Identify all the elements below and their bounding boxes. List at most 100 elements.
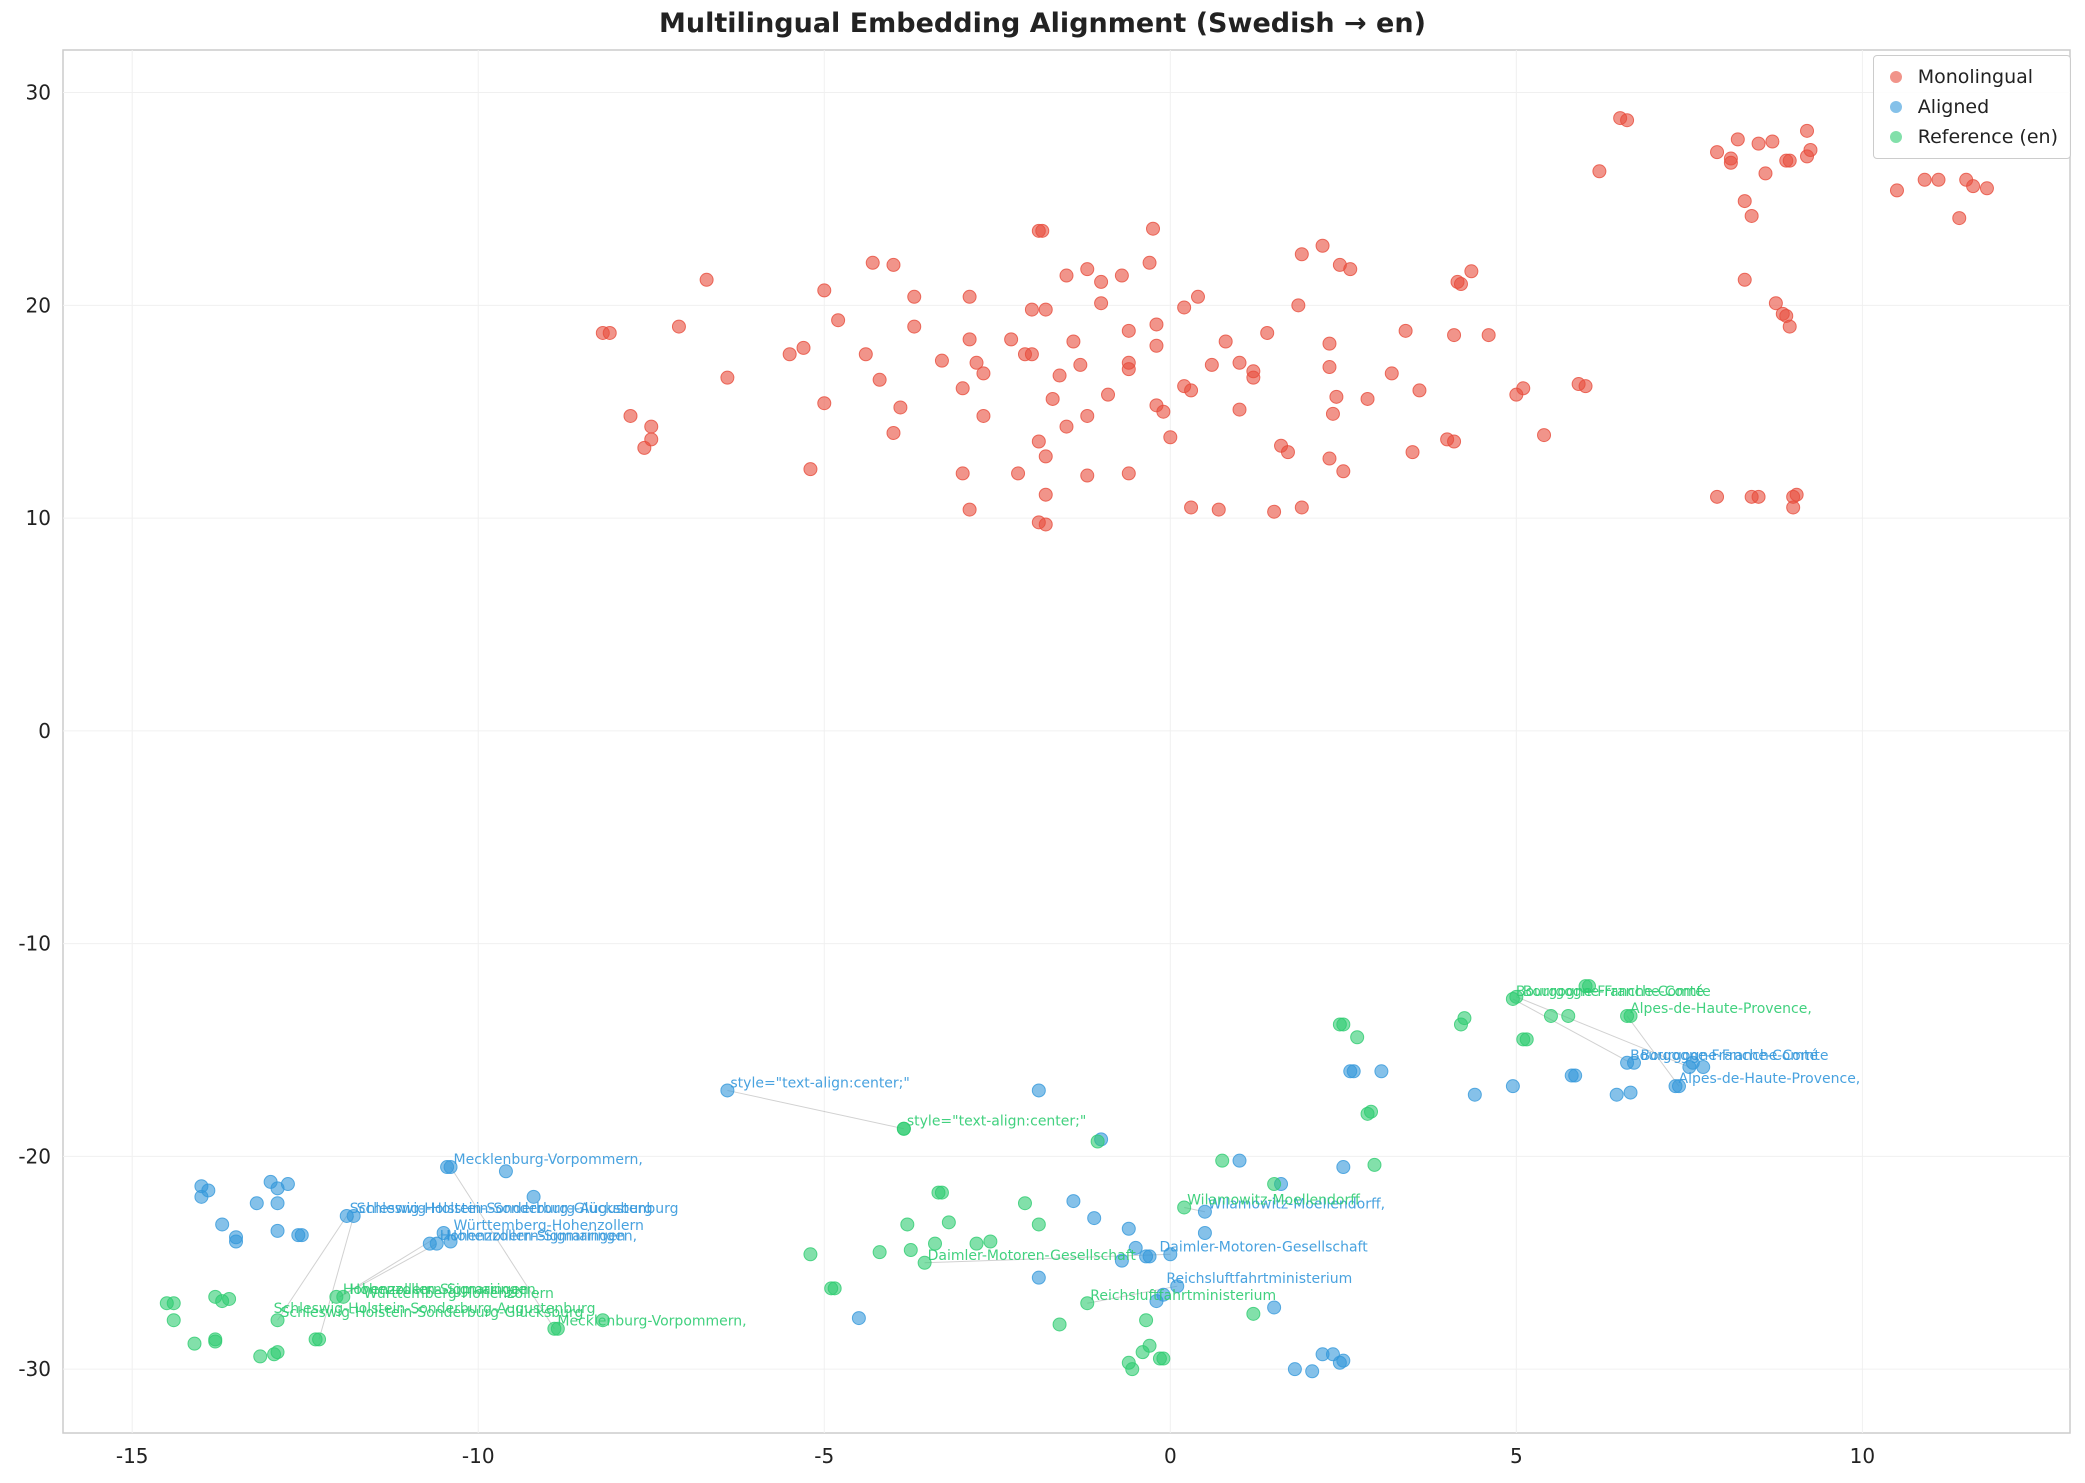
point-annotation: Schleswig-Holstein-Sonderburg-Augustenbu…: [357, 1201, 679, 1217]
reference-en-point: [166, 1296, 181, 1311]
reference-en-point: [1350, 1030, 1365, 1045]
monolingual-point: [782, 347, 797, 362]
reference-en-point: [270, 1345, 285, 1360]
monolingual-point: [1789, 487, 1804, 502]
reference-en-point: [1336, 1017, 1351, 1032]
reference-en-point: [1582, 979, 1597, 994]
monolingual-point: [1184, 383, 1199, 398]
reference-en-point: [187, 1336, 202, 1351]
alignment-link: [1516, 996, 1690, 1068]
aligned-point: [1267, 1300, 1282, 1315]
grid-lines: [63, 50, 2070, 1433]
aligned-point: [1031, 1270, 1046, 1285]
monolingual-point: [1121, 362, 1136, 377]
data-points: [159, 111, 1994, 1379]
aligned-point: [1623, 1085, 1638, 1100]
monolingual-point: [1101, 387, 1116, 402]
reference-en-point: [1561, 1008, 1576, 1023]
monolingual-point: [1384, 366, 1399, 381]
monolingual-point: [1710, 145, 1725, 160]
monolingual-point: [1966, 179, 1981, 194]
alignment-link: [1626, 1015, 1680, 1087]
monolingual-point: [1412, 383, 1427, 398]
monolingual-point: [1322, 451, 1337, 466]
monolingual-point: [1038, 487, 1053, 502]
point-annotation: Wilamowitz-Moellendorff: [1187, 1192, 1360, 1208]
reference-en-point: [941, 1215, 956, 1230]
reference-en-point: [803, 1247, 818, 1262]
monolingual-point: [1094, 296, 1109, 311]
monolingual-point: [1800, 123, 1815, 138]
monolingual-point: [602, 325, 617, 340]
reference-en-point: [1623, 1008, 1638, 1023]
aligned-point: [215, 1217, 230, 1232]
monolingual-point: [1184, 500, 1199, 515]
monolingual-point: [1246, 370, 1261, 385]
monolingual-point: [1979, 181, 1994, 196]
monolingual-point: [1952, 211, 1967, 226]
monolingual-point: [1322, 360, 1337, 375]
monolingual-point: [955, 466, 970, 481]
monolingual-point: [962, 502, 977, 517]
monolingual-point: [1453, 277, 1468, 292]
reference-en-point: [1543, 1008, 1558, 1023]
y-tick-label: -30: [18, 1357, 51, 1381]
legend-label-reference: Reference (en): [1917, 126, 2058, 148]
aligned-point: [280, 1177, 295, 1192]
point-labels: Mecklenburg-Vorpommern,Schleswig-Holstei…: [274, 984, 1861, 1330]
alignment-link: [277, 1215, 348, 1321]
aligned-point: [1142, 1249, 1157, 1264]
monolingual-point: [1730, 132, 1745, 147]
aligned-point: [1568, 1068, 1583, 1083]
monolingual-point: [1322, 336, 1337, 351]
point-annotation: Bourgogne-Franche-Comte: [1523, 984, 1711, 1000]
point-annotation: Daimler-Motoren-Gesellschaft: [928, 1248, 1137, 1264]
point-annotation: style="text-align:center;": [907, 1114, 1086, 1130]
point-annotation: Bourgogne-Franche-Comte: [1640, 1048, 1828, 1064]
monolingual-point: [1211, 502, 1226, 517]
monolingual-point: [1218, 334, 1233, 349]
monolingual-point: [644, 419, 659, 434]
x-tick-label: -5: [814, 1444, 834, 1468]
monolingual-point: [699, 272, 714, 287]
point-annotation: Wilamowitz-Moellendorff,: [1208, 1197, 1385, 1213]
monolingual-point: [1481, 328, 1496, 343]
point-annotation: Hohenzollern-Sigmaringen: [440, 1229, 626, 1245]
monolingual-point: [1114, 268, 1129, 283]
monolingual-point: [1737, 272, 1752, 287]
monolingual-point: [817, 396, 832, 411]
legend-marker-reference: [1889, 131, 1902, 143]
alignment-link: [450, 1166, 555, 1330]
aligned-point: [1336, 1160, 1351, 1175]
monolingual-point: [1336, 464, 1351, 479]
aligned-point: [270, 1223, 285, 1238]
reference-en-point: [969, 1236, 984, 1251]
aligned-point: [498, 1164, 513, 1179]
point-annotation: Bourgogne-Franche-Comté: [1630, 1048, 1818, 1064]
monolingual-point: [1052, 368, 1067, 383]
monolingual-point: [858, 347, 873, 362]
monolingual-point: [1447, 434, 1462, 449]
monolingual-point: [644, 432, 659, 447]
reference-en-point: [336, 1289, 351, 1304]
monolingual-point: [1765, 134, 1780, 149]
connection-lines: [277, 996, 1690, 1340]
reference-en-point: [270, 1313, 285, 1328]
aligned-point: [1121, 1221, 1136, 1236]
aligned-point: [1696, 1060, 1711, 1075]
aligned-point: [1197, 1225, 1212, 1240]
monolingual-point: [1751, 489, 1766, 504]
monolingual-point: [1190, 289, 1205, 304]
axis-ticks: -15 -10 -5 0 5 10 -30 -20 -10 0 10 20 30: [18, 81, 1875, 1468]
reference-en-point: [1246, 1306, 1261, 1321]
monolingual-point: [1232, 355, 1247, 370]
x-tick-label: -15: [116, 1444, 149, 1468]
monolingual-point: [1121, 466, 1136, 481]
monolingual-point: [1578, 379, 1593, 394]
monolingual-point: [1315, 238, 1330, 253]
monolingual-point: [1405, 445, 1420, 460]
monolingual-point: [803, 462, 818, 477]
reference-en-point: [934, 1185, 949, 1200]
aligned-point: [429, 1236, 444, 1251]
